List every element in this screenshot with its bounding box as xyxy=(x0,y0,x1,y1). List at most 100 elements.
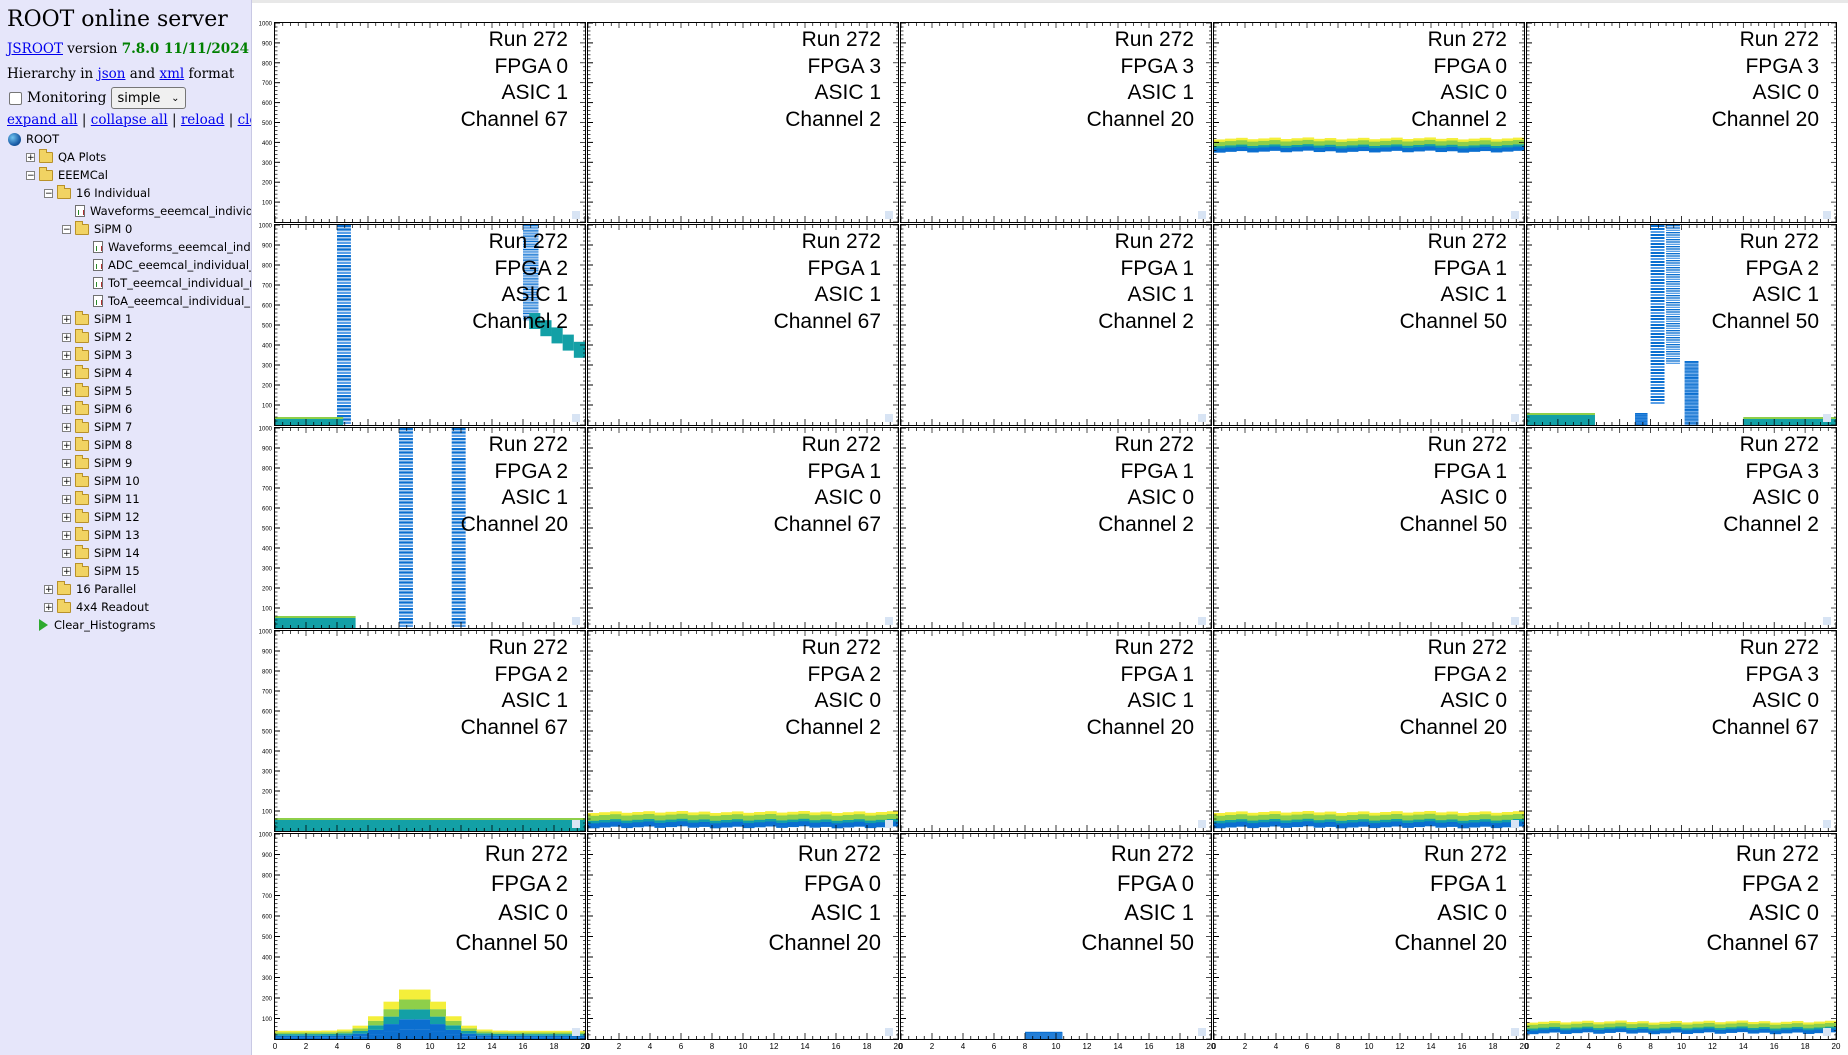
histogram-pad[interactable]: Run 272 FPGA 1 ASIC 1 Channel 2 xyxy=(900,224,1212,426)
tree-item[interactable]: +16 Parallel xyxy=(44,580,136,598)
expand-icon[interactable]: + xyxy=(62,386,71,397)
expand-icon[interactable]: + xyxy=(62,404,71,415)
pad-resize-handle[interactable] xyxy=(572,414,580,422)
collapse-icon[interactable]: − xyxy=(44,188,53,199)
pad-resize-handle[interactable] xyxy=(1823,211,1831,219)
histogram-pad[interactable]: 100 200 300 400 500 600 700 800 900 1000 Run 272 FP… xyxy=(259,22,586,223)
pad-resize-handle[interactable] xyxy=(1198,414,1206,422)
tree-item[interactable]: + SiPM 7 xyxy=(62,418,132,436)
tree-item[interactable]: ADC_eeemcal_individual_rea xyxy=(80,256,251,274)
histogram-pad[interactable]: Run 272 FPGA 2 ASIC 0 Channel 2 xyxy=(587,630,899,832)
expand-icon[interactable]: + xyxy=(62,332,71,343)
monitoring-checkbox[interactable] xyxy=(9,91,22,105)
pad-resize-handle[interactable] xyxy=(572,211,580,219)
expand-icon[interactable]: + xyxy=(62,494,71,505)
histogram-pad[interactable]: Run 272 FPGA 3 ASIC 0 Channel 20 xyxy=(1526,22,1837,223)
pad-resize-handle[interactable] xyxy=(1823,617,1831,625)
expand-icon[interactable]: + xyxy=(62,422,71,433)
expand-icon[interactable]: + xyxy=(44,602,53,613)
expand-icon[interactable]: + xyxy=(62,548,71,559)
pad-resize-handle[interactable] xyxy=(885,617,893,625)
pad-resize-handle[interactable] xyxy=(1198,211,1206,219)
tree-item[interactable]: Clear_Histograms xyxy=(26,616,155,634)
expand-icon[interactable]: + xyxy=(62,314,71,325)
pad-resize-handle[interactable] xyxy=(1198,820,1206,828)
expand-icon[interactable]: + xyxy=(62,512,71,523)
pad-resize-handle[interactable] xyxy=(572,617,580,625)
collapse-icon[interactable]: − xyxy=(62,224,71,235)
tree-item[interactable]: − 16 Individual xyxy=(44,184,150,202)
tree-item[interactable]: ROOT xyxy=(8,130,59,148)
pad-resize-handle[interactable] xyxy=(885,211,893,219)
tree-item[interactable]: + SiPM 12 xyxy=(62,508,140,526)
tree-item[interactable]: + SiPM 5 xyxy=(62,382,132,400)
expand-icon[interactable]: + xyxy=(62,530,71,541)
histogram-pad[interactable]: Run 272 FPGA 2 ASIC 0 Channel 20 xyxy=(1213,630,1525,832)
pad-resize-handle[interactable] xyxy=(572,820,580,828)
histogram-pad[interactable]: Run 272 FPGA 1 ASIC 1 Channel 67 xyxy=(587,224,899,426)
histogram-pad[interactable]: Run 272 FPGA 1 ASIC 0 Channel 67 xyxy=(587,427,899,629)
monitoring-mode-select[interactable]: simple ⌄ xyxy=(111,87,187,109)
expand-icon[interactable]: + xyxy=(26,152,35,163)
histogram-pad[interactable]: Run 272 FPGA 1 ASIC 0 Channel 2 xyxy=(900,427,1212,629)
histogram-pad[interactable]: 100 200 300 400 500 600 700 800 900 1000 Run 272 FP… xyxy=(259,224,586,426)
tree-item[interactable]: + SiPM 11 xyxy=(62,490,140,508)
pad-resize-handle[interactable] xyxy=(1198,617,1206,625)
expand-icon[interactable]: + xyxy=(62,440,71,451)
tree-item[interactable]: +4x4 Readout xyxy=(44,598,149,616)
expand-icon[interactable]: + xyxy=(62,566,71,577)
histogram-bin xyxy=(337,395,351,398)
pad-resize-handle[interactable] xyxy=(1511,414,1519,422)
tree-item[interactable]: + SiPM 1 xyxy=(62,310,132,328)
pad-resize-handle[interactable] xyxy=(1511,617,1519,625)
tree-item[interactable]: − EEEMCal xyxy=(26,166,108,184)
histogram-pad[interactable]: Run 272 FPGA 1 ASIC 1 Channel 20 xyxy=(900,630,1212,832)
tree-item[interactable]: + SiPM 14 xyxy=(62,544,140,562)
pad-resize-handle[interactable] xyxy=(1823,414,1831,422)
collapse-all-link[interactable]: collapse all xyxy=(90,112,168,128)
expand-all-link[interactable]: expand all xyxy=(7,112,78,128)
tree-item[interactable]: + SiPM 2 xyxy=(62,328,132,346)
tree-item[interactable]: + SiPM 9 xyxy=(62,454,132,472)
expand-icon[interactable]: + xyxy=(62,458,71,469)
tree-item[interactable]: Waveforms_eeemcal_individual_ xyxy=(62,202,251,220)
tree-item[interactable]: + QA Plots xyxy=(26,148,106,166)
tree-item[interactable]: + SiPM 3 xyxy=(62,346,132,364)
tree-item[interactable]: + SiPM 13 xyxy=(62,526,140,544)
histogram-pad[interactable]: Run 272 FPGA 3 ASIC 0 Channel 67 xyxy=(1526,630,1837,832)
histogram-pad[interactable]: Run 272 FPGA 2 ASIC 1 Channel 50 xyxy=(1526,224,1837,426)
histogram-bin xyxy=(1391,137,1403,141)
pad-resize-handle[interactable] xyxy=(885,820,893,828)
pad-resize-handle[interactable] xyxy=(1511,211,1519,219)
histogram-pad[interactable]: 100 200 300 400 500 600 700 800 900 1000 Run 272 FP… xyxy=(259,630,586,832)
tree-item[interactable]: ToT_eeemcal_individual_rea xyxy=(80,274,251,292)
xml-link[interactable]: xml xyxy=(159,66,185,82)
pad-resize-handle[interactable] xyxy=(1511,820,1519,828)
pad-resize-handle[interactable] xyxy=(885,414,893,422)
jsroot-link[interactable]: JSROOT xyxy=(7,41,63,57)
tree-item[interactable]: + SiPM 4 xyxy=(62,364,132,382)
histogram-pad[interactable]: 100 200 300 400 500 600 700 800 900 1000 Run 272 FP… xyxy=(259,427,586,629)
json-link[interactable]: json xyxy=(97,66,126,82)
histogram-pad[interactable]: Run 272 FPGA 1 ASIC 1 Channel 50 xyxy=(1213,224,1525,426)
expand-icon[interactable]: + xyxy=(62,350,71,361)
y-tick-label: 200 xyxy=(262,384,273,390)
histogram-pad[interactable]: Run 272 FPGA 3 ASIC 0 Channel 2 xyxy=(1526,427,1837,629)
histogram-pad[interactable]: Run 272 FPGA 3 ASIC 1 Channel 20 xyxy=(900,22,1212,223)
tree-item[interactable]: − SiPM 0 xyxy=(62,220,132,238)
tree-item[interactable]: + SiPM 10 xyxy=(62,472,140,490)
reload-link[interactable]: reload xyxy=(180,112,225,128)
histogram-pad[interactable]: Run 272 FPGA 1 ASIC 0 Channel 50 xyxy=(1213,427,1525,629)
clear-link[interactable]: clear xyxy=(237,112,251,128)
histogram-pad[interactable]: Run 272 FPGA 3 ASIC 1 Channel 2 xyxy=(587,22,899,223)
tree-item[interactable]: Waveforms_eeemcal_individu xyxy=(80,238,251,256)
histogram-pad[interactable]: Run 272 FPGA 0 ASIC 0 Channel 2 xyxy=(1213,22,1525,223)
tree-item[interactable]: + SiPM 6 xyxy=(62,400,132,418)
expand-icon[interactable]: + xyxy=(44,584,53,595)
expand-icon[interactable]: + xyxy=(62,476,71,487)
tree-item[interactable]: + SiPM 8 xyxy=(62,436,132,454)
tree-item[interactable]: + SiPM 15 xyxy=(62,562,140,580)
tree-item[interactable]: ToA_eeemcal_individual_rea xyxy=(80,292,251,310)
collapse-icon[interactable]: − xyxy=(26,170,35,181)
expand-icon[interactable]: + xyxy=(62,368,71,379)
